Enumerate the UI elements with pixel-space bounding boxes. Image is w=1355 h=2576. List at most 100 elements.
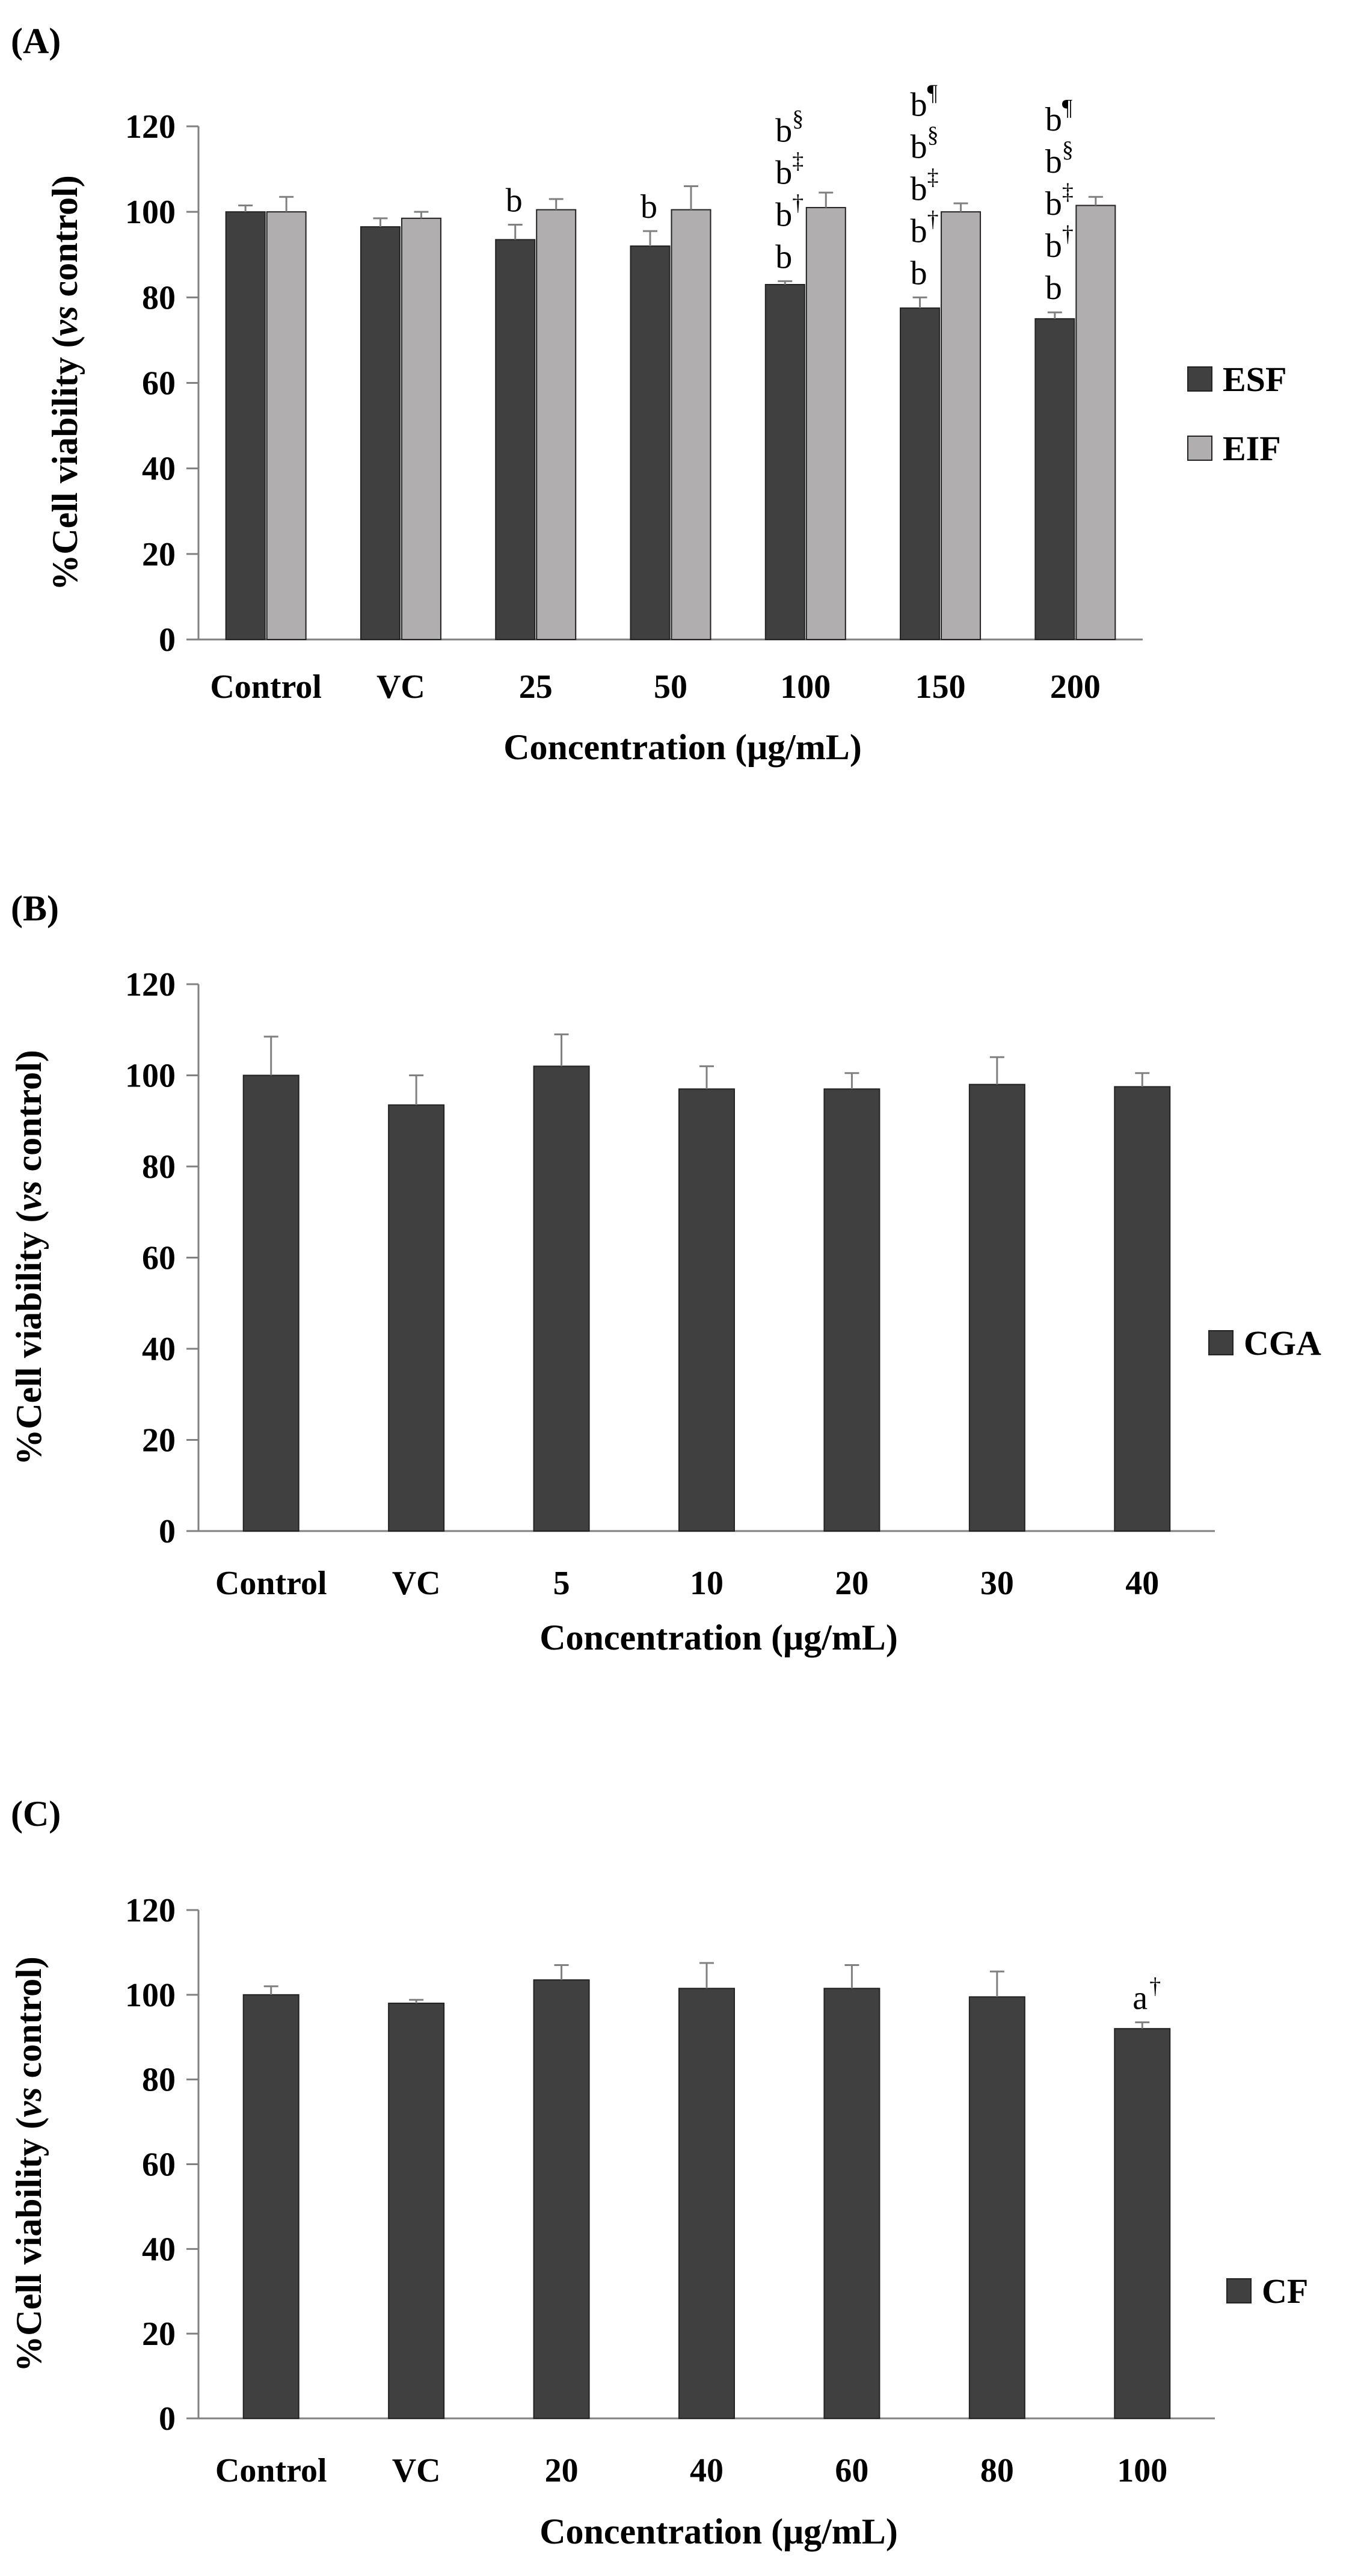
significance-symbol: ¶ xyxy=(1062,95,1072,120)
significance-annotation: b xyxy=(911,170,927,208)
bar-cga xyxy=(968,1083,1025,1532)
bar-esf xyxy=(1034,318,1075,640)
significance-symbol: † xyxy=(792,190,803,215)
bar-cf xyxy=(1114,2028,1171,2420)
bar-cga xyxy=(242,1074,300,1532)
bar-eif xyxy=(266,211,307,640)
y-tick-label: 120 xyxy=(125,108,176,146)
significance-annotation: b xyxy=(911,86,927,123)
chart-panel-3: (C) 0 20 40 60 80 100 120 Control VC 20 40 60 80 100 Co… xyxy=(9,1794,1308,2551)
y-tick-label: 120 xyxy=(125,1892,176,1929)
bar-cf xyxy=(242,1994,300,2419)
y-tick-label: 100 xyxy=(125,194,176,231)
bar-cf xyxy=(533,1979,590,2419)
legend-label-eif: EIF xyxy=(1223,429,1281,468)
bar-eif xyxy=(671,209,711,640)
significance-symbol: † xyxy=(927,206,939,232)
significance-annotation: b xyxy=(911,212,927,250)
y-tick-label: 0 xyxy=(159,1513,176,1550)
legend-label-cga: CGA xyxy=(1244,1323,1321,1363)
x-tick-label: 200 xyxy=(1050,668,1101,706)
bar-esf xyxy=(495,239,536,640)
x-tick-label: Control xyxy=(210,668,322,706)
legend-swatch-eif xyxy=(1187,436,1212,461)
legend-swatch-esf xyxy=(1187,366,1212,392)
panel-label: (C) xyxy=(11,1794,61,1834)
y-axis-title: %Cell viability (vs control) xyxy=(9,1956,49,2371)
legend-label-esf: ESF xyxy=(1223,360,1286,399)
y-tick-label: 20 xyxy=(142,536,176,573)
significance-symbol: § xyxy=(1062,137,1074,162)
x-axis-title: Concentration (μg/mL) xyxy=(539,2512,898,2551)
x-tick-label: 40 xyxy=(1125,1565,1159,1602)
legend-label-cf: CF xyxy=(1262,2272,1308,2311)
x-tick-label: Control xyxy=(215,2452,327,2489)
x-tick-label: 60 xyxy=(835,2452,868,2489)
y-tick-label: 20 xyxy=(142,1422,176,1459)
x-tick-label: VC xyxy=(392,1565,441,1602)
x-tick-label: Control xyxy=(215,1565,327,1602)
x-tick-label: 5 xyxy=(553,1565,570,1602)
x-tick-label: 40 xyxy=(690,2452,724,2489)
bar-cga xyxy=(678,1088,735,1532)
x-tick-label: 80 xyxy=(980,2452,1014,2489)
y-tick-label: 0 xyxy=(159,2400,176,2438)
bar-cf xyxy=(678,1988,735,2419)
x-tick-label: VC xyxy=(392,2452,441,2489)
significance-annotation: b xyxy=(506,182,523,219)
x-tick-label: 30 xyxy=(980,1565,1014,1602)
significance-annotation: b xyxy=(911,254,927,292)
bar-eif xyxy=(941,211,982,640)
x-tick-label: 25 xyxy=(519,668,553,706)
bar-cga xyxy=(823,1088,880,1532)
bar-eif xyxy=(401,217,441,640)
panel-label: (B) xyxy=(11,889,59,928)
x-tick-label: 100 xyxy=(780,668,831,706)
y-tick-label: 100 xyxy=(125,1977,176,2014)
significance-symbol: ‡ xyxy=(927,164,939,190)
y-tick-label: 0 xyxy=(159,621,176,659)
bar-esf xyxy=(360,226,401,640)
y-tick-label: 60 xyxy=(142,2146,176,2184)
bar-cf xyxy=(388,2002,445,2420)
x-tick-label: 100 xyxy=(1117,2452,1167,2489)
significance-annotation: b xyxy=(1045,185,1062,223)
x-tick-label: 50 xyxy=(654,668,687,706)
significance-symbol: ‡ xyxy=(792,148,803,173)
significance-annotation: b xyxy=(911,128,927,165)
bar-eif xyxy=(805,207,846,640)
x-axis-title: Concentration (μg/mL) xyxy=(503,727,862,767)
significance-symbol: § xyxy=(927,122,939,147)
y-tick-label: 20 xyxy=(142,2316,176,2353)
y-tick-label: 80 xyxy=(142,279,176,316)
x-tick-label: VC xyxy=(376,668,425,706)
significance-annotation: b xyxy=(775,238,792,276)
significance-annotation: b xyxy=(775,112,792,149)
legend-swatch-cf xyxy=(1226,2278,1252,2303)
y-tick-label: 40 xyxy=(142,1331,176,1368)
significance-symbol: § xyxy=(792,106,803,131)
x-axis-title: Concentration (μg/mL) xyxy=(539,1618,898,1657)
panel-label: (A) xyxy=(11,21,61,61)
x-tick-label: 20 xyxy=(545,2452,579,2489)
bar-esf xyxy=(630,245,671,640)
significance-annotation: b xyxy=(775,154,792,191)
x-tick-label: 20 xyxy=(835,1565,868,1602)
y-tick-label: 80 xyxy=(142,1148,176,1186)
legend-swatch-cga xyxy=(1208,1330,1234,1355)
significance-annotation: b xyxy=(1045,101,1062,138)
chart-panel-1: (A) 0 20 40 60 80 100 120 Control VC 25 50 100 150 200… xyxy=(11,21,1286,767)
significance-annotation: b xyxy=(641,188,657,226)
y-axis-title: %Cell viability (vs control) xyxy=(9,1050,49,1465)
y-tick-label: 120 xyxy=(125,966,176,1003)
significance-symbol: † xyxy=(1149,1974,1161,1999)
significance-symbol: ‡ xyxy=(1062,179,1074,205)
bar-cf xyxy=(968,1996,1025,2420)
y-tick-label: 60 xyxy=(142,365,176,402)
y-axis-title: %Cell viability (vs control) xyxy=(45,175,85,590)
bar-cga xyxy=(533,1065,590,1532)
significance-symbol: ¶ xyxy=(927,80,938,105)
chart-panel-2: (B) 0 20 40 60 80 100 120 Control VC 5 10 20 30 40 Conc… xyxy=(9,889,1321,1657)
significance-annotation: b xyxy=(1045,227,1062,265)
